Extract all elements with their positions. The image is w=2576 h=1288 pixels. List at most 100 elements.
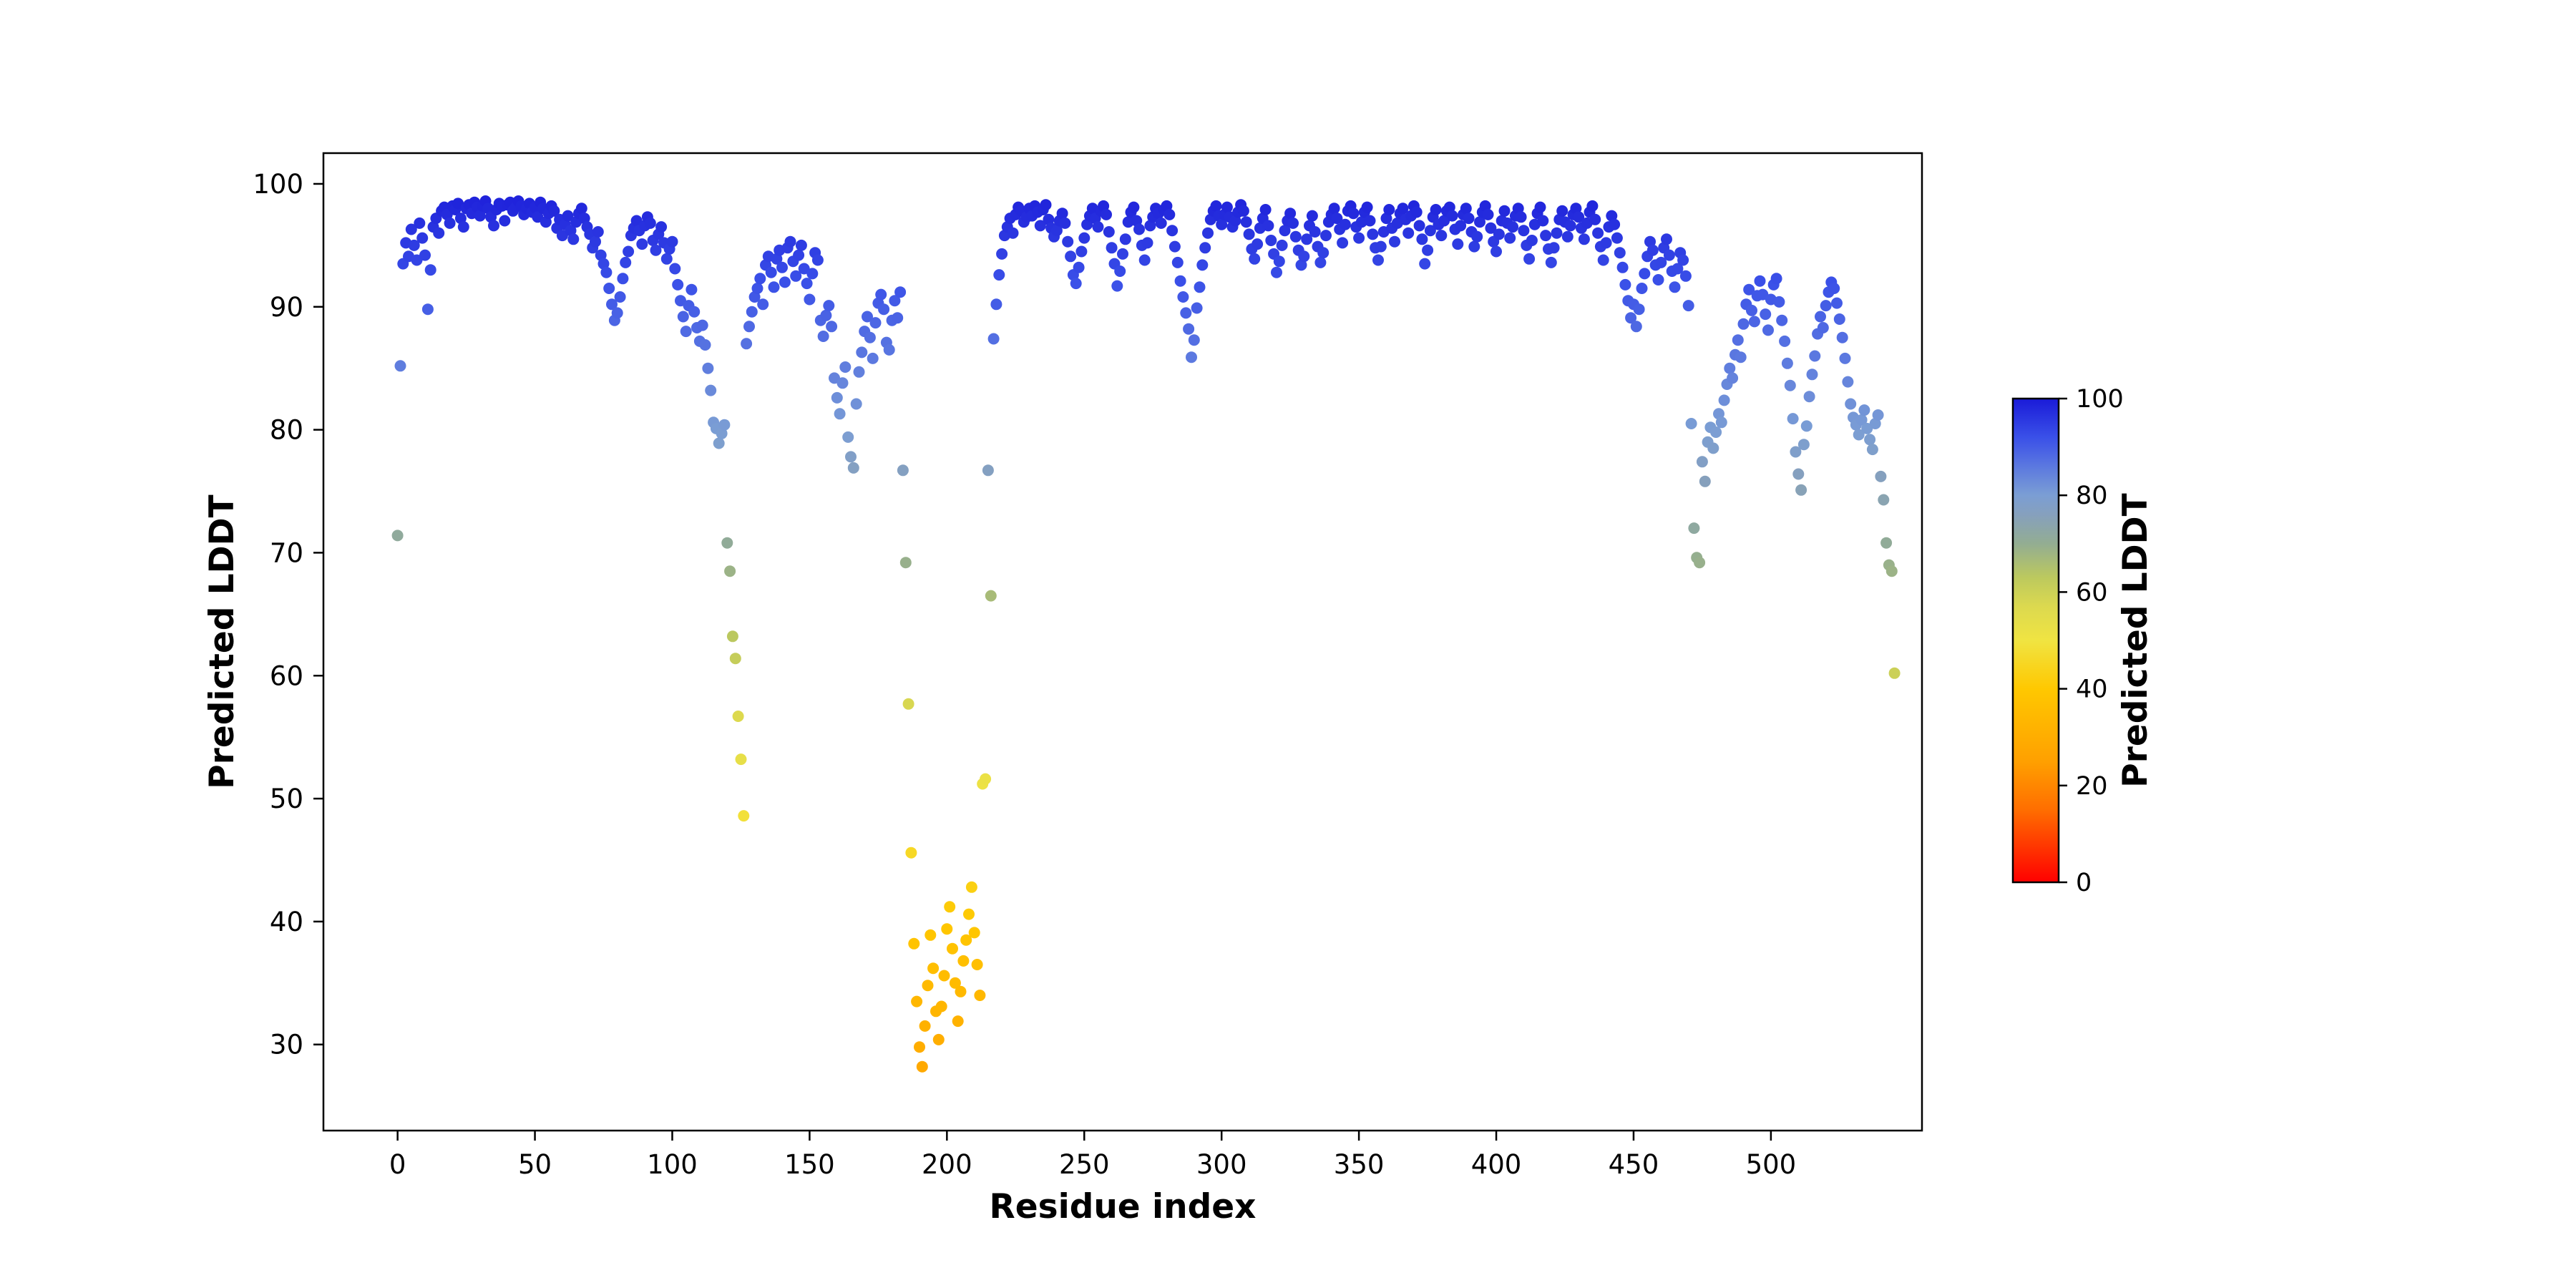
colorbar-tick-label: 80 bbox=[2076, 482, 2108, 510]
data-point bbox=[1259, 204, 1272, 215]
data-point bbox=[944, 901, 956, 913]
data-point bbox=[968, 927, 980, 939]
data-point bbox=[1679, 270, 1692, 282]
data-point bbox=[847, 462, 859, 474]
data-point bbox=[1836, 331, 1848, 343]
data-point bbox=[1295, 259, 1307, 271]
data-point bbox=[1194, 281, 1206, 293]
data-point bbox=[850, 398, 862, 410]
data-point bbox=[600, 266, 613, 278]
x-tick-label: 0 bbox=[389, 1149, 406, 1180]
data-point bbox=[1491, 245, 1502, 258]
data-point bbox=[1685, 418, 1697, 429]
data-point bbox=[1869, 418, 1881, 429]
data-point bbox=[1663, 249, 1675, 261]
data-point bbox=[732, 711, 744, 722]
data-point bbox=[1065, 250, 1077, 263]
data-point bbox=[1515, 211, 1527, 223]
data-point bbox=[660, 253, 673, 265]
data-point bbox=[1754, 275, 1766, 287]
data-point bbox=[592, 226, 604, 238]
data-point bbox=[853, 366, 865, 378]
data-point bbox=[1498, 205, 1511, 217]
data-point bbox=[1839, 352, 1851, 364]
data-point bbox=[1616, 261, 1629, 273]
data-point bbox=[1279, 225, 1291, 237]
data-point bbox=[1792, 468, 1805, 480]
data-point bbox=[831, 391, 843, 404]
data-point bbox=[548, 205, 560, 217]
data-point bbox=[1372, 254, 1384, 266]
data-point bbox=[686, 283, 698, 296]
data-point bbox=[771, 253, 783, 265]
data-point bbox=[987, 333, 1000, 345]
data-point bbox=[908, 937, 920, 950]
data-point bbox=[1795, 484, 1807, 496]
data-point bbox=[1413, 220, 1425, 232]
data-point bbox=[1548, 242, 1560, 254]
x-tick-label: 50 bbox=[518, 1149, 552, 1180]
data-point bbox=[1570, 203, 1582, 215]
data-point bbox=[1853, 429, 1865, 441]
data-point bbox=[1186, 351, 1197, 364]
data-point bbox=[1040, 199, 1052, 211]
data-point bbox=[1284, 208, 1297, 220]
data-point bbox=[1842, 376, 1854, 388]
data-point bbox=[1210, 200, 1222, 212]
data-point bbox=[1578, 233, 1590, 245]
data-point bbox=[899, 557, 912, 569]
data-point bbox=[1128, 201, 1140, 213]
data-point bbox=[1646, 244, 1659, 256]
data-point bbox=[1138, 254, 1151, 266]
data-point bbox=[811, 254, 824, 266]
data-point bbox=[1435, 230, 1448, 242]
data-point bbox=[1858, 404, 1870, 416]
data-point bbox=[751, 283, 763, 294]
data-point bbox=[1762, 324, 1774, 336]
data-point bbox=[729, 653, 741, 665]
data-point bbox=[1169, 240, 1181, 253]
data-point bbox=[1619, 278, 1631, 291]
x-tick-label: 200 bbox=[922, 1149, 972, 1180]
data-point bbox=[971, 959, 983, 970]
data-point bbox=[869, 317, 882, 329]
data-point bbox=[680, 326, 692, 338]
data-point bbox=[1540, 230, 1552, 242]
data-point bbox=[1007, 227, 1019, 239]
data-point bbox=[1779, 335, 1791, 347]
data-point bbox=[1243, 228, 1255, 240]
data-point bbox=[1878, 494, 1890, 506]
data-point bbox=[1438, 215, 1450, 227]
data-point bbox=[1424, 225, 1436, 237]
data-point bbox=[905, 847, 917, 859]
colorbar-tick-label: 60 bbox=[2076, 578, 2108, 607]
data-point bbox=[754, 273, 766, 285]
data-point bbox=[1103, 226, 1115, 238]
data-point bbox=[1034, 220, 1046, 232]
data-point bbox=[1537, 215, 1549, 227]
data-point bbox=[565, 225, 577, 237]
colorbar-tick-label: 40 bbox=[2076, 675, 2108, 704]
data-point bbox=[1669, 281, 1681, 293]
data-point bbox=[829, 372, 840, 384]
data-point bbox=[1534, 201, 1546, 213]
data-point bbox=[842, 431, 854, 443]
data-point bbox=[1174, 275, 1186, 287]
data-point bbox=[677, 311, 689, 323]
data-point bbox=[1141, 237, 1153, 249]
data-point bbox=[1713, 408, 1724, 420]
data-point bbox=[990, 298, 1002, 311]
data-point bbox=[1119, 233, 1131, 245]
data-point bbox=[718, 419, 731, 431]
data-point bbox=[1301, 233, 1313, 245]
data-point bbox=[1732, 334, 1744, 346]
data-point bbox=[965, 881, 977, 893]
data-point bbox=[595, 249, 607, 261]
data-point bbox=[820, 309, 832, 321]
data-point bbox=[702, 362, 714, 374]
data-point bbox=[1446, 210, 1458, 222]
data-point bbox=[1455, 220, 1467, 232]
data-point bbox=[980, 773, 992, 785]
data-point bbox=[1652, 274, 1664, 286]
data-point bbox=[1347, 208, 1360, 220]
